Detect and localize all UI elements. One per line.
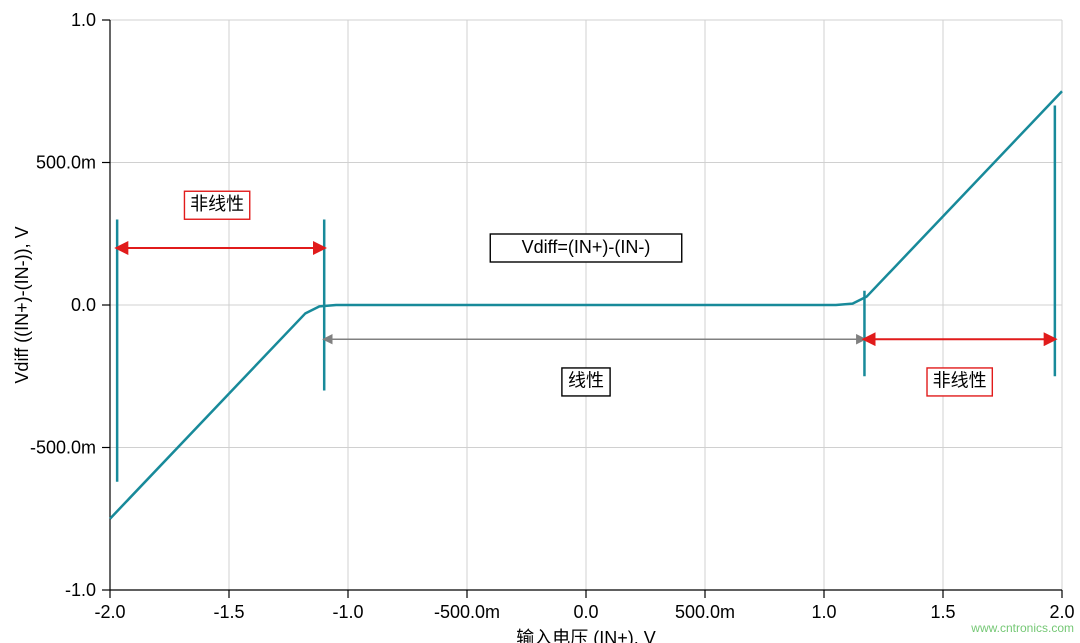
svg-text:非线性: 非线性 [933, 371, 987, 391]
svg-text:-1.0: -1.0 [332, 602, 363, 622]
svg-text:-1.5: -1.5 [213, 602, 244, 622]
svg-text:2.0: 2.0 [1049, 602, 1074, 622]
svg-text:500.0m: 500.0m [675, 602, 735, 622]
svg-text:0.0: 0.0 [573, 602, 598, 622]
svg-text:1.5: 1.5 [930, 602, 955, 622]
svg-text:1.0: 1.0 [71, 10, 96, 30]
svg-text:Vdiff=(IN+)-(IN-): Vdiff=(IN+)-(IN-) [522, 237, 651, 257]
svg-text:-500.0m: -500.0m [434, 602, 500, 622]
svg-text:输入电压 (IN+), V: 输入电压 (IN+), V [516, 628, 656, 643]
svg-text:500.0m: 500.0m [36, 153, 96, 173]
svg-text:-2.0: -2.0 [94, 602, 125, 622]
vdiff-chart: -2.0 -1.5 -1.0 -500.0m 0.0 500.0m 1.0 1.5 2.0 -1.… [0, 0, 1080, 643]
svg-text:Vdiff ((IN+)-(IN-)), V: Vdiff ((IN+)-(IN-)), V [12, 226, 32, 383]
svg-text:-500.0m: -500.0m [30, 438, 96, 458]
svg-text:线性: 线性 [568, 371, 604, 391]
svg-text:-1.0: -1.0 [65, 580, 96, 600]
watermark: www.cntronics.com [971, 621, 1074, 635]
svg-text:非线性: 非线性 [190, 194, 244, 214]
svg-text:0.0: 0.0 [71, 295, 96, 315]
svg-text:1.0: 1.0 [811, 602, 836, 622]
